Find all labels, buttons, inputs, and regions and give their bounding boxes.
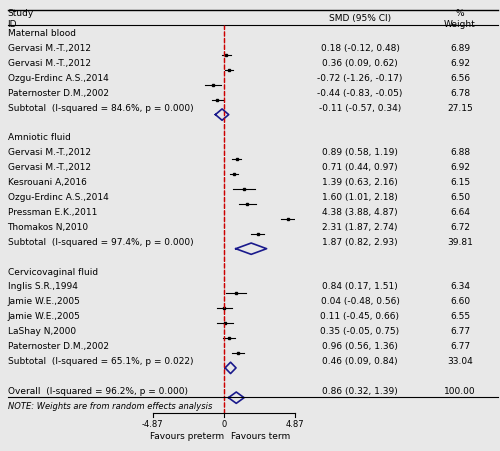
Text: Gervasi M.-T.,2012: Gervasi M.-T.,2012: [8, 59, 90, 68]
Text: -0.44 (-0.83, -0.05): -0.44 (-0.83, -0.05): [318, 88, 402, 97]
Text: 0.96 (0.56, 1.36): 0.96 (0.56, 1.36): [322, 341, 398, 350]
Text: Paternoster D.M.,2002: Paternoster D.M.,2002: [8, 341, 108, 350]
Text: -0.11 (-0.57, 0.34): -0.11 (-0.57, 0.34): [319, 103, 401, 112]
Text: 6.89: 6.89: [450, 44, 470, 53]
Text: .: .: [8, 373, 9, 378]
Text: 27.15: 27.15: [447, 103, 473, 112]
Text: Kesrouani A,2016: Kesrouani A,2016: [8, 178, 86, 187]
Text: 0.35 (-0.05, 0.75): 0.35 (-0.05, 0.75): [320, 327, 400, 336]
Text: Jamie W.E.,2005: Jamie W.E.,2005: [8, 297, 81, 306]
Text: 0.11 (-0.45, 0.66): 0.11 (-0.45, 0.66): [320, 312, 400, 321]
Text: 6.15: 6.15: [450, 178, 470, 187]
Text: -0.72 (-1.26, -0.17): -0.72 (-1.26, -0.17): [318, 74, 402, 83]
Text: .: .: [8, 120, 9, 125]
Text: 33.04: 33.04: [447, 356, 473, 365]
Text: Ozgu-Erdinc A.S.,2014: Ozgu-Erdinc A.S.,2014: [8, 74, 108, 83]
Text: 0.71 (0.44, 0.97): 0.71 (0.44, 0.97): [322, 163, 398, 172]
Text: Ozgu-Erdinc A.S.,2014: Ozgu-Erdinc A.S.,2014: [8, 193, 108, 202]
Text: Study
ID: Study ID: [8, 9, 34, 29]
Text: 6.64: 6.64: [450, 207, 470, 216]
Text: 6.77: 6.77: [450, 327, 470, 336]
Text: Subtotal  (I-squared = 84.6%, p = 0.000): Subtotal (I-squared = 84.6%, p = 0.000): [8, 103, 193, 112]
Text: 1.87 (0.82, 2.93): 1.87 (0.82, 2.93): [322, 237, 398, 246]
Text: Gervasi M.-T.,2012: Gervasi M.-T.,2012: [8, 163, 90, 172]
Text: Amniotic fluid: Amniotic fluid: [8, 133, 70, 142]
Text: 6.34: 6.34: [450, 282, 470, 291]
Text: LaShay N,2000: LaShay N,2000: [8, 327, 76, 336]
Text: 0.86 (0.32, 1.39): 0.86 (0.32, 1.39): [322, 386, 398, 395]
Text: 0.46 (0.09, 0.84): 0.46 (0.09, 0.84): [322, 356, 398, 365]
Text: Cervicovaginal fluid: Cervicovaginal fluid: [8, 267, 98, 276]
Text: 0.04 (-0.48, 0.56): 0.04 (-0.48, 0.56): [320, 297, 400, 306]
Text: 6.56: 6.56: [450, 74, 470, 83]
Text: Subtotal  (I-squared = 97.4%, p = 0.000): Subtotal (I-squared = 97.4%, p = 0.000): [8, 237, 193, 246]
Text: .: .: [8, 254, 9, 259]
Text: Paternoster D.M.,2002: Paternoster D.M.,2002: [8, 88, 108, 97]
Text: 0.89 (0.58, 1.19): 0.89 (0.58, 1.19): [322, 148, 398, 157]
Text: 6.92: 6.92: [450, 59, 470, 68]
Text: Pressman E.K.,2011: Pressman E.K.,2011: [8, 207, 97, 216]
Text: -4.87: -4.87: [142, 419, 164, 428]
Text: 1.39 (0.63, 2.16): 1.39 (0.63, 2.16): [322, 178, 398, 187]
Text: Favours preterm: Favours preterm: [150, 431, 224, 440]
Text: 6.50: 6.50: [450, 193, 470, 202]
Text: Gervasi M.-T.,2012: Gervasi M.-T.,2012: [8, 148, 90, 157]
Text: Jamie W.E.,2005: Jamie W.E.,2005: [8, 312, 81, 321]
Text: 6.72: 6.72: [450, 222, 470, 231]
Text: NOTE: Weights are from random effects analysis: NOTE: Weights are from random effects an…: [8, 401, 212, 410]
Text: 2.31 (1.87, 2.74): 2.31 (1.87, 2.74): [322, 222, 398, 231]
Text: 6.88: 6.88: [450, 148, 470, 157]
Text: 4.38 (3.88, 4.87): 4.38 (3.88, 4.87): [322, 207, 398, 216]
Text: 6.77: 6.77: [450, 341, 470, 350]
Text: 6.78: 6.78: [450, 88, 470, 97]
Text: 1.60 (1.01, 2.18): 1.60 (1.01, 2.18): [322, 193, 398, 202]
Text: 6.60: 6.60: [450, 297, 470, 306]
Text: Gervasi M.-T.,2012: Gervasi M.-T.,2012: [8, 44, 90, 53]
Text: Overall  (I-squared = 96.2%, p = 0.000): Overall (I-squared = 96.2%, p = 0.000): [8, 386, 188, 395]
Text: 0.18 (-0.12, 0.48): 0.18 (-0.12, 0.48): [320, 44, 400, 53]
Text: %
Weight: % Weight: [444, 9, 476, 29]
Text: SMD (95% CI): SMD (95% CI): [329, 14, 391, 23]
Text: Thomakos N,2010: Thomakos N,2010: [8, 222, 88, 231]
Text: Maternal blood: Maternal blood: [8, 29, 76, 38]
Text: 39.81: 39.81: [447, 237, 473, 246]
Text: 0.36 (0.09, 0.62): 0.36 (0.09, 0.62): [322, 59, 398, 68]
Text: 0.84 (0.17, 1.51): 0.84 (0.17, 1.51): [322, 282, 398, 291]
Text: 4.87: 4.87: [286, 419, 304, 428]
Text: 100.00: 100.00: [444, 386, 476, 395]
Text: Inglis S.R.,1994: Inglis S.R.,1994: [8, 282, 78, 291]
Text: 0: 0: [221, 419, 226, 428]
Text: 6.92: 6.92: [450, 163, 470, 172]
Text: Subtotal  (I-squared = 65.1%, p = 0.022): Subtotal (I-squared = 65.1%, p = 0.022): [8, 356, 193, 365]
Text: Favours term: Favours term: [230, 431, 290, 440]
Text: 6.55: 6.55: [450, 312, 470, 321]
